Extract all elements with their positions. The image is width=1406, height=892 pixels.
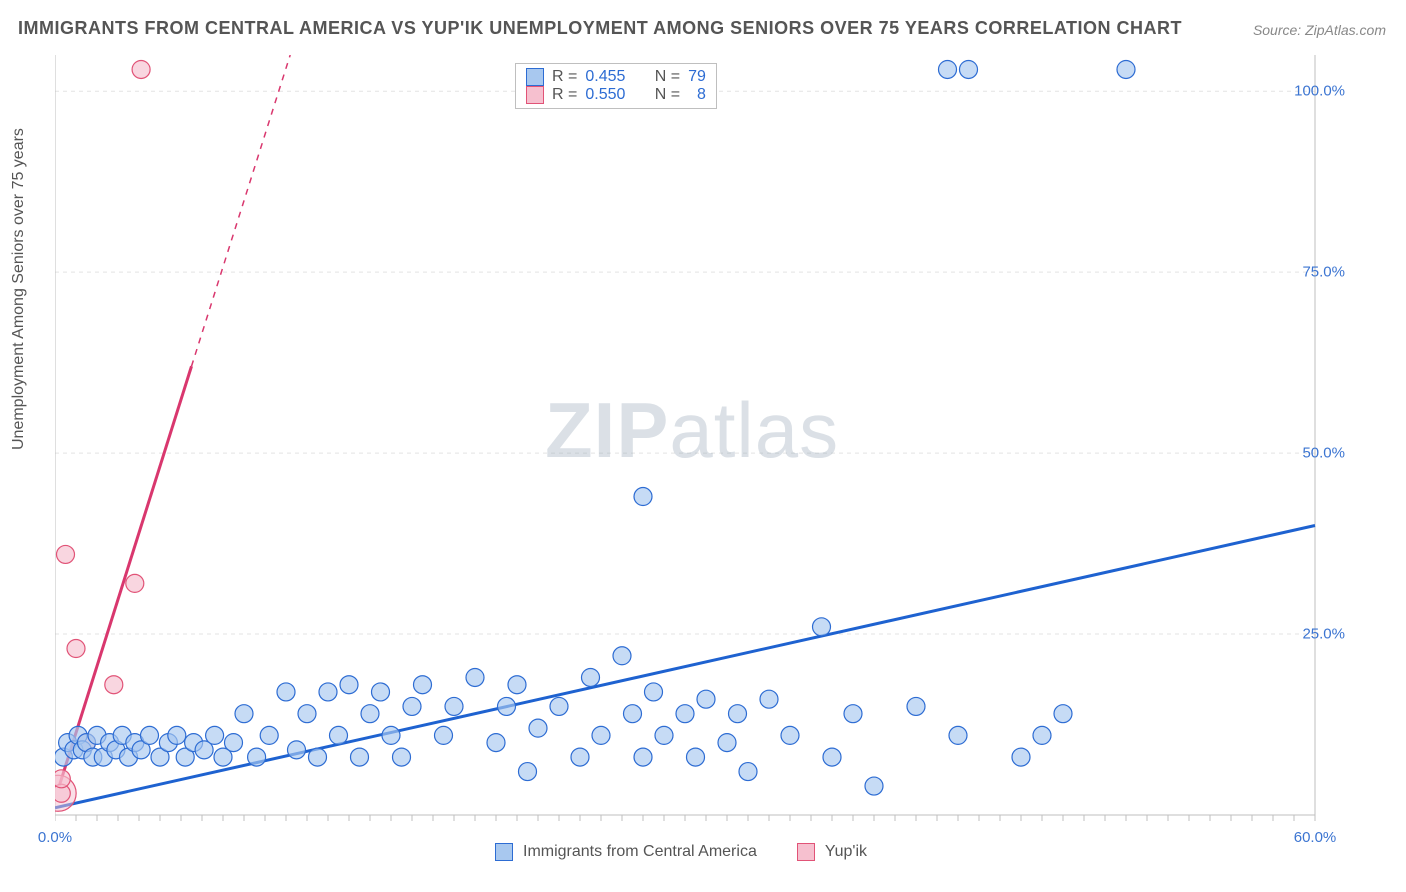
n-value-pink: 8 xyxy=(688,86,706,104)
r-label: R = xyxy=(552,86,577,104)
series-legend: Immigrants from Central America Yup'ik xyxy=(495,843,867,861)
r-label: R = xyxy=(552,68,577,86)
x-tick-label: 60.0% xyxy=(1294,829,1337,846)
legend-row-blue: R = 0.455 N = 79 xyxy=(526,68,706,86)
n-label: N = xyxy=(655,68,680,86)
chart-title: IMMIGRANTS FROM CENTRAL AMERICA VS YUP'I… xyxy=(18,18,1182,39)
legend-row-pink: R = 0.550 N = 8 xyxy=(526,86,706,104)
n-value-blue: 79 xyxy=(688,68,706,86)
r-value-pink: 0.550 xyxy=(585,86,625,104)
source-credit: Source: ZipAtlas.com xyxy=(1253,22,1386,38)
correlation-legend: R = 0.455 N = 79 R = 0.550 N = 8 xyxy=(515,63,717,109)
y-tick-label: 25.0% xyxy=(1302,626,1345,643)
source-prefix: Source: xyxy=(1253,22,1305,38)
scatter-chart xyxy=(55,55,1345,845)
chart-area: ZIPatlas R = 0.455 N = 79 R = 0.550 N = … xyxy=(55,55,1345,835)
swatch-blue xyxy=(526,68,544,86)
swatch-blue xyxy=(495,843,513,861)
source-name: ZipAtlas.com xyxy=(1305,22,1386,38)
swatch-pink xyxy=(526,86,544,104)
n-label: N = xyxy=(655,86,680,104)
x-tick-label: 0.0% xyxy=(38,829,72,846)
series-label-blue: Immigrants from Central America xyxy=(523,843,757,861)
swatch-pink xyxy=(797,843,815,861)
y-tick-label: 100.0% xyxy=(1294,83,1345,100)
y-tick-label: 50.0% xyxy=(1302,445,1345,462)
y-tick-label: 75.0% xyxy=(1302,264,1345,281)
series-label-pink: Yup'ik xyxy=(825,843,867,861)
y-axis-label: Unemployment Among Seniors over 75 years xyxy=(10,128,28,450)
r-value-blue: 0.455 xyxy=(585,68,625,86)
